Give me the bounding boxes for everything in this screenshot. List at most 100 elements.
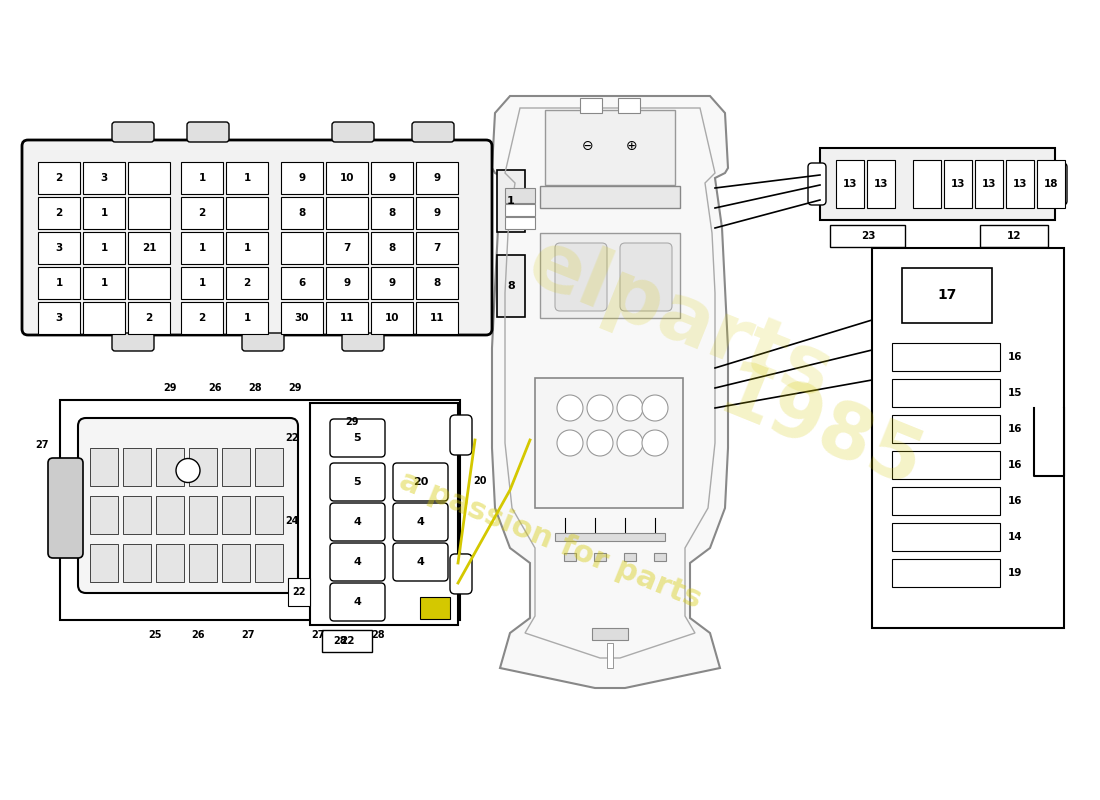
Text: 13: 13 — [1013, 179, 1027, 189]
Text: 17: 17 — [937, 288, 957, 302]
Text: 27: 27 — [241, 630, 255, 640]
FancyBboxPatch shape — [330, 543, 385, 581]
Bar — [128, 162, 170, 194]
Text: 14: 14 — [1008, 532, 1022, 542]
Text: ⊕: ⊕ — [626, 139, 638, 153]
Circle shape — [176, 458, 200, 482]
Text: 20: 20 — [412, 477, 428, 487]
Bar — [892, 379, 1000, 407]
Bar — [416, 197, 458, 229]
Bar — [594, 553, 606, 561]
Bar — [189, 448, 217, 486]
Bar — [280, 197, 323, 229]
Bar — [980, 225, 1048, 247]
Bar — [892, 559, 1000, 587]
Bar — [226, 302, 268, 334]
Text: 11: 11 — [430, 313, 444, 323]
FancyBboxPatch shape — [242, 333, 284, 351]
Bar — [416, 162, 458, 194]
Bar — [280, 267, 323, 299]
Bar — [226, 197, 268, 229]
Text: 3: 3 — [100, 173, 108, 183]
Bar — [182, 162, 223, 194]
Text: 6: 6 — [298, 278, 306, 288]
Text: 1: 1 — [100, 243, 108, 253]
Bar — [1037, 160, 1065, 208]
FancyBboxPatch shape — [330, 419, 385, 457]
FancyBboxPatch shape — [330, 583, 385, 621]
Text: 27: 27 — [311, 630, 324, 640]
Text: 1: 1 — [507, 196, 515, 206]
Text: 29: 29 — [345, 417, 359, 427]
Bar — [255, 448, 283, 486]
Text: 19: 19 — [1008, 568, 1022, 578]
Circle shape — [587, 395, 613, 421]
Bar — [189, 496, 217, 534]
Bar — [556, 533, 666, 541]
FancyBboxPatch shape — [78, 418, 298, 593]
Bar — [128, 267, 170, 299]
Bar — [255, 544, 283, 582]
Bar — [326, 197, 368, 229]
Text: 22: 22 — [340, 636, 354, 646]
Bar — [222, 544, 250, 582]
Bar — [128, 302, 170, 334]
Bar — [975, 160, 1003, 208]
Bar — [580, 98, 602, 113]
Text: 28: 28 — [249, 383, 262, 393]
Bar — [182, 197, 223, 229]
Text: 3: 3 — [55, 243, 63, 253]
Bar — [505, 188, 535, 203]
Text: 2: 2 — [198, 208, 206, 218]
Bar — [82, 162, 125, 194]
Text: 8: 8 — [388, 208, 396, 218]
Bar — [371, 267, 412, 299]
Text: 1: 1 — [243, 243, 251, 253]
Bar — [222, 448, 250, 486]
Text: 4: 4 — [417, 517, 425, 527]
Bar — [226, 267, 268, 299]
FancyBboxPatch shape — [187, 122, 229, 142]
Bar — [182, 302, 223, 334]
Bar — [326, 162, 368, 194]
Bar — [416, 267, 458, 299]
Bar — [189, 544, 217, 582]
FancyBboxPatch shape — [330, 463, 385, 501]
Circle shape — [587, 430, 613, 456]
Bar — [607, 643, 613, 668]
Bar — [156, 544, 184, 582]
FancyBboxPatch shape — [556, 243, 607, 311]
Bar — [90, 496, 118, 534]
Bar — [226, 162, 268, 194]
Bar — [892, 523, 1000, 551]
Text: 1: 1 — [198, 173, 206, 183]
Bar — [280, 162, 323, 194]
Circle shape — [617, 395, 643, 421]
Bar — [564, 553, 576, 561]
FancyBboxPatch shape — [393, 543, 448, 581]
Bar — [505, 217, 535, 229]
Text: 8: 8 — [298, 208, 306, 218]
Bar — [416, 302, 458, 334]
Bar — [123, 496, 151, 534]
Bar — [892, 343, 1000, 371]
Text: 28: 28 — [371, 630, 385, 640]
Bar — [226, 232, 268, 264]
Bar — [82, 267, 125, 299]
Text: 1985: 1985 — [707, 356, 933, 504]
Bar — [288, 578, 310, 606]
Text: 28: 28 — [333, 636, 346, 646]
Bar — [1006, 160, 1034, 208]
Text: 9: 9 — [388, 278, 396, 288]
Bar — [836, 160, 864, 208]
Text: 1: 1 — [198, 278, 206, 288]
Text: 9: 9 — [298, 173, 306, 183]
Text: 29: 29 — [288, 383, 301, 393]
Bar — [156, 496, 184, 534]
FancyBboxPatch shape — [48, 458, 82, 558]
Text: 8: 8 — [433, 278, 441, 288]
Bar — [913, 160, 940, 208]
FancyBboxPatch shape — [393, 503, 448, 541]
Bar — [60, 400, 460, 620]
Bar — [326, 302, 368, 334]
